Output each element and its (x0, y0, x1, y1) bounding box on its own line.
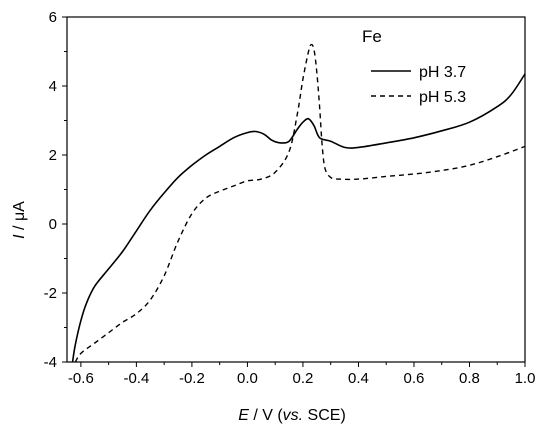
x-tick-label: 0.4 (348, 370, 369, 387)
y-axis-label-var: I (11, 234, 28, 239)
series-layer (71, 43, 526, 363)
series-line-ph-3-7 (71, 73, 526, 363)
y-tick-label: 2 (49, 147, 57, 164)
x-tick-label: -0.2 (179, 370, 205, 387)
y-tick-label: -4 (44, 354, 57, 371)
x-axis-label-ref: SCE) (303, 407, 346, 424)
x-tick-label: 0.0 (237, 370, 258, 387)
y-axis-label-unit: / μA (11, 201, 28, 235)
legend-title: Fe (362, 27, 382, 46)
y-tick-label: 6 (49, 9, 57, 26)
x-axis-label: E / V (vs. SCE) (238, 407, 346, 424)
legend: Fe pH 3.7 pH 5.3 (362, 27, 466, 106)
legend-label-ph-5-3: pH 5.3 (419, 89, 466, 106)
x-tick-label: -0.6 (68, 370, 94, 387)
x-tick-label: 0.2 (293, 370, 314, 387)
y-tick-label: 0 (49, 216, 57, 233)
y-axis-ticks: -4 -2 0 2 4 6 (44, 9, 67, 371)
series-line-ph-5-3 (74, 43, 526, 363)
x-tick-label: 0.8 (459, 370, 480, 387)
x-tick-label: 1.0 (515, 370, 536, 387)
x-tick-label: 0.6 (404, 370, 425, 387)
x-axis-ticks: -0.6 -0.4 -0.2 0.0 0.2 0.4 0.6 0.8 1.0 (68, 362, 535, 387)
legend-label-ph-3-7: pH 3.7 (419, 64, 466, 81)
y-axis-label: I / μA (11, 201, 28, 239)
y-tick-label: -2 (44, 285, 57, 302)
x-axis-label-var: E (238, 407, 249, 424)
x-axis-label-note: vs. (283, 407, 303, 424)
x-axis-label-unit: / V ( (249, 407, 283, 424)
y-tick-label: 4 (49, 78, 57, 95)
x-tick-label: -0.4 (123, 370, 149, 387)
